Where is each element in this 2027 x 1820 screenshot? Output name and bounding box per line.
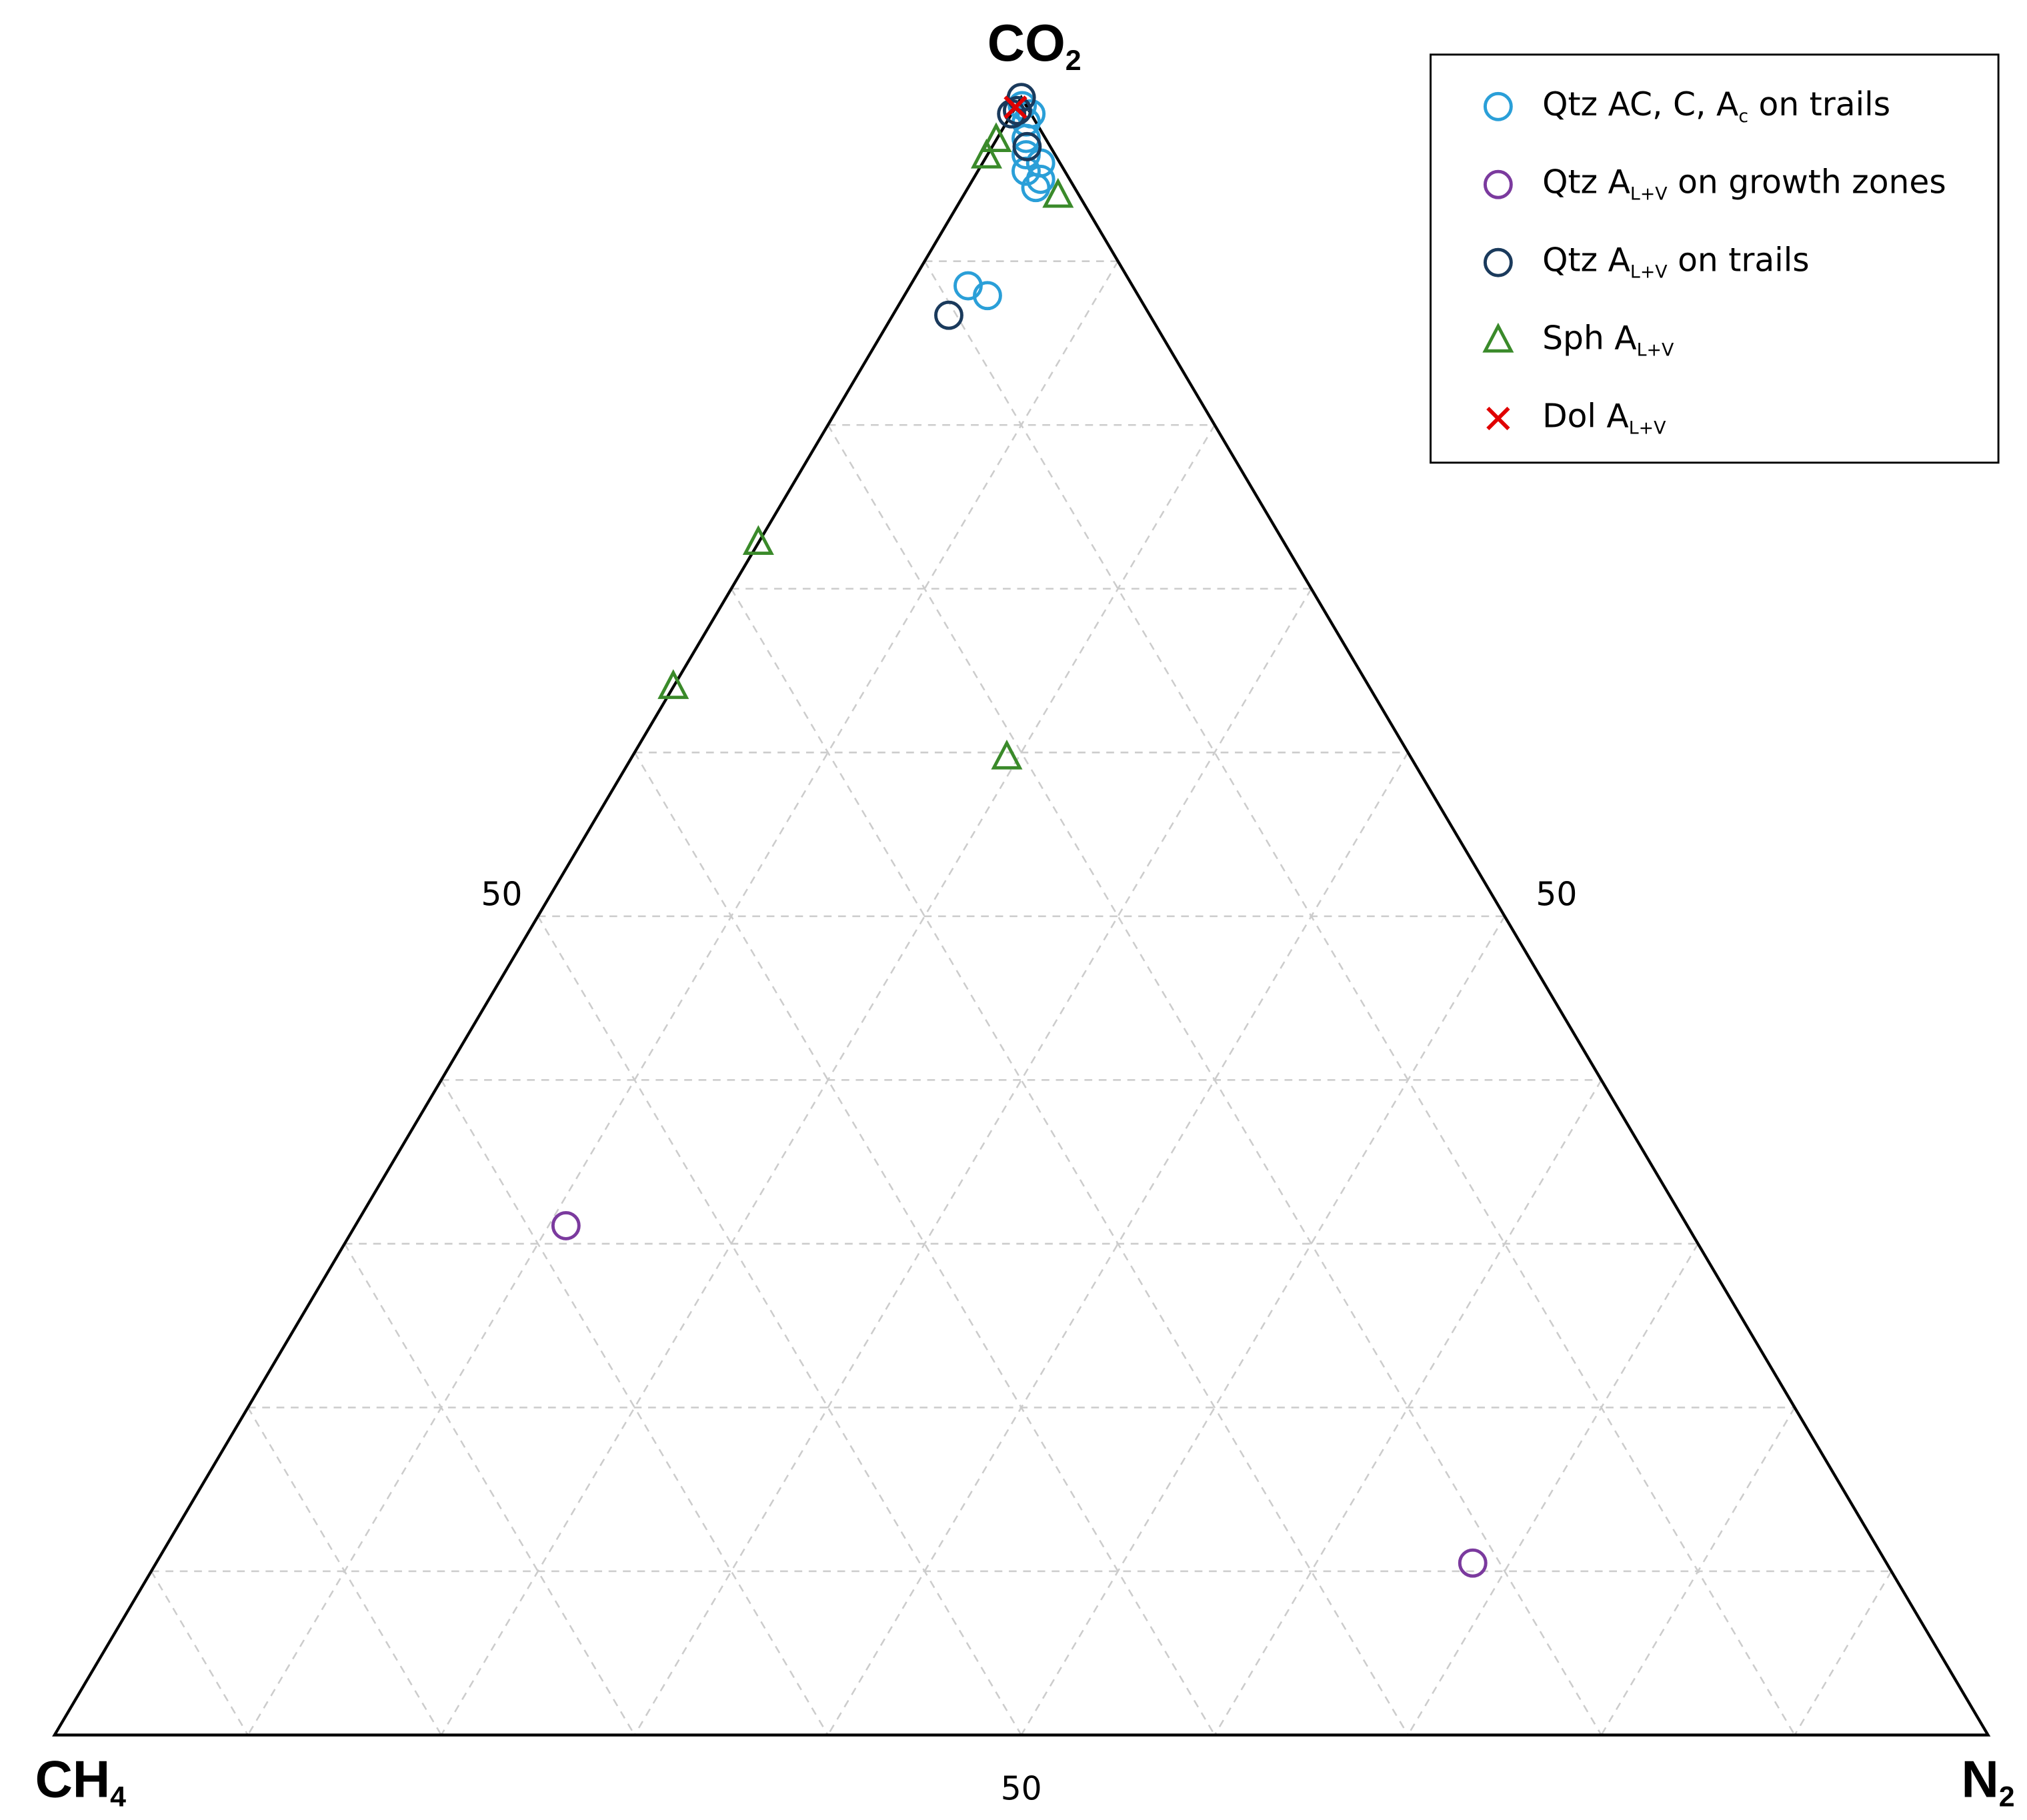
tick-label: 50: [1001, 1770, 1042, 1807]
subscript: L+V: [1629, 417, 1666, 438]
text-part: Sph A: [1542, 320, 1636, 357]
text-part: on trails: [1748, 86, 1890, 123]
grid-line: [1407, 1243, 1699, 1736]
point: [1003, 95, 1028, 119]
legend-label: Dol AL+V: [1542, 397, 1666, 438]
subscript: 2: [1066, 45, 1082, 77]
point: [742, 525, 774, 556]
point: [934, 300, 963, 330]
subscript: L+V: [1630, 184, 1668, 205]
text-part: Dol A: [1542, 397, 1629, 435]
text-part: CO: [987, 13, 1066, 72]
text-part: Qtz A: [1542, 242, 1630, 279]
text-part: CH: [35, 1749, 111, 1808]
text-part: N: [1961, 1749, 1998, 1808]
point: [1002, 95, 1032, 125]
text-part: Qtz AC, C, A: [1542, 86, 1738, 123]
text-part: on growth zones: [1668, 164, 1946, 201]
grid-line: [247, 261, 1119, 1736]
legend-marker: [1482, 322, 1514, 353]
corner-label: CH4: [35, 1749, 127, 1813]
grid-line: [923, 261, 1796, 1736]
legend-label: Qtz AL+V on growth zones: [1542, 164, 1946, 205]
corner-label: N2: [1961, 1749, 2014, 1813]
legend-box: [1430, 53, 2000, 464]
grid-line: [1214, 1079, 1602, 1736]
grid-line: [343, 1243, 635, 1736]
legend-label: Sph AL+V: [1542, 320, 1674, 361]
subscript: L+V: [1630, 262, 1668, 283]
subscript: 2: [1999, 1781, 2015, 1813]
grid-line: [730, 588, 1409, 1736]
corner-label: CO2: [987, 13, 1082, 77]
point: [973, 281, 1002, 311]
point: [551, 1211, 581, 1240]
legend-label: Qtz AC, C, Ac on trails: [1542, 86, 1890, 127]
subscript: c: [1738, 106, 1748, 127]
legend-marker: [1483, 247, 1513, 277]
grid-line: [247, 1407, 442, 1736]
tick-label: 50: [1536, 876, 1577, 914]
legend-label: Qtz AL+V on trails: [1542, 242, 1810, 283]
point: [1012, 131, 1042, 161]
text-part: on trails: [1668, 242, 1810, 279]
point: [1458, 1548, 1488, 1578]
grid-line: [1794, 1571, 1892, 1736]
tick-label: 50: [481, 876, 522, 914]
grid-line: [150, 1571, 249, 1736]
legend-marker: [1486, 406, 1510, 431]
text-part: Qtz A: [1542, 164, 1630, 201]
grid-line: [633, 588, 1312, 1736]
legend-marker: [1483, 91, 1513, 121]
point: [980, 122, 1012, 153]
point: [657, 669, 689, 700]
point: [970, 138, 1003, 169]
triangle-frame: [52, 94, 1991, 1737]
grid-line: [440, 1079, 829, 1736]
legend-marker: [1483, 169, 1513, 199]
grid-line: [1020, 916, 1506, 1736]
point: [1042, 177, 1074, 208]
grid-line: [1600, 1407, 1796, 1736]
point: [991, 740, 1023, 770]
subscript: 4: [110, 1781, 126, 1813]
grid-line: [537, 916, 1022, 1736]
point: [1021, 173, 1051, 203]
subscript: L+V: [1637, 340, 1674, 361]
